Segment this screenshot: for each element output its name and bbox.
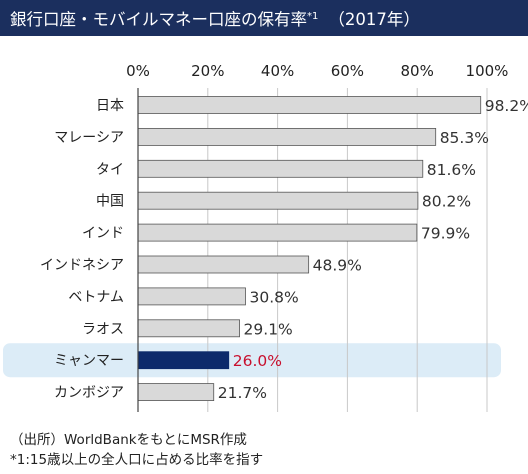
chart-title: 銀行口座・モバイルマネー口座の保有率 *1 （2017年） [0,0,528,36]
bar [137,319,240,338]
source-note: （出所）WorldBankをもとにMSR作成 [10,432,247,448]
bar [137,127,437,146]
category-label: タイ [96,162,124,178]
highlight-band [3,343,501,378]
category-label: インド [82,226,124,242]
value-label: 26.0% [233,352,282,370]
category-label: カンボジア [54,385,124,401]
footnote: *1:15歳以上の全人口に占める比率を指す [10,452,264,468]
x-tick-label: 40% [261,62,294,80]
bar-chart: 0% 20% 40% 60% 80% 100% 日本 98.2% マレーシア 85.3% タイ 81.… [3,62,528,412]
category-label: 日本 [96,98,124,114]
value-label: 98.2% [485,97,528,115]
bar [137,223,418,242]
value-label: 48.9% [313,257,362,275]
value-label: 85.3% [440,129,489,147]
category-label: 中国 [96,194,124,210]
bar [137,159,424,178]
chart-title-year: （2017年） [328,10,420,29]
x-tick-label: 0% [126,62,150,80]
bar [137,96,482,114]
chart-title-text: 銀行口座・モバイルマネー口座の保有率 [10,10,307,29]
bar [137,287,246,306]
category-label: マレーシア [54,130,124,146]
value-label: 29.1% [244,320,293,338]
x-tick-label: 60% [331,62,364,80]
category-label: ベトナム [68,289,124,305]
bar [137,351,230,370]
category-label: ラオス [82,321,124,337]
bar [137,255,310,274]
category-label: インドネシア [40,258,124,274]
value-label: 80.2% [422,193,471,211]
bar [137,383,215,402]
x-tick-label: 100% [466,62,509,80]
category-label: ミャンマー [54,353,124,369]
bar [137,191,419,210]
value-label: 79.9% [421,225,470,243]
value-label: 81.6% [427,161,476,179]
value-label: 21.7% [218,384,267,402]
chart-title-marker: *1 [307,10,319,22]
x-tick-label: 80% [401,62,434,80]
value-label: 30.8% [249,288,298,306]
x-tick-label: 20% [191,62,224,80]
